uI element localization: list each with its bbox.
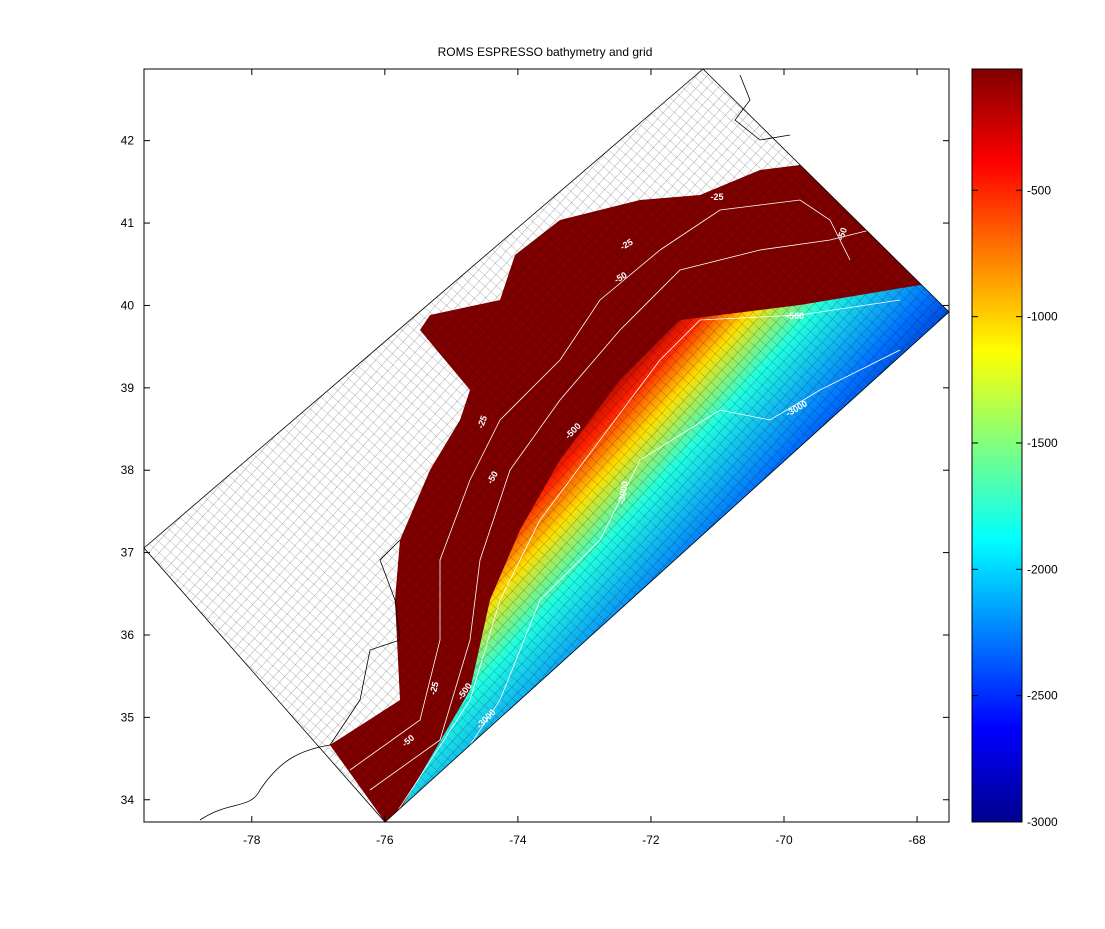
y-tick-label: 37 — [121, 546, 135, 560]
y-tick-label: 34 — [121, 793, 135, 807]
y-tick-label: 42 — [121, 134, 135, 148]
y-tick-label: 35 — [121, 710, 135, 724]
colorbar — [971, 68, 1023, 823]
colorbar-tick-label: -3000 — [1027, 815, 1058, 829]
contour-label: -25 — [710, 192, 723, 202]
x-tick-label: -74 — [509, 833, 527, 847]
contour-label: -25 — [475, 414, 489, 430]
colorbar-tick-label: -2500 — [1027, 689, 1058, 703]
y-tick-label: 38 — [121, 463, 135, 477]
colorbar-tick-label: -1500 — [1027, 436, 1058, 450]
colorbar-tick-label: -500 — [1027, 183, 1051, 197]
contour-label: -500 — [786, 311, 804, 321]
y-tick-label: 41 — [121, 216, 135, 230]
x-tick-label: -76 — [376, 833, 394, 847]
contour-label: -3000 — [616, 480, 630, 504]
x-tick-label: -68 — [908, 833, 926, 847]
x-tick-label: -78 — [243, 833, 261, 847]
contour-label: -50 — [835, 226, 849, 242]
y-tick-label: 39 — [121, 381, 135, 395]
colorbar-tick-label: -2000 — [1027, 562, 1058, 576]
y-tick-label: 36 — [121, 628, 135, 642]
x-tick-label: -70 — [775, 833, 793, 847]
coastline — [199, 74, 791, 821]
contour-label: -25 — [428, 681, 441, 696]
x-tick-label: -72 — [642, 833, 660, 847]
y-tick-label: 40 — [121, 298, 135, 312]
chart-title: ROMS ESPRESSO bathymetry and grid — [438, 45, 653, 59]
colorbar-tick-label: -1000 — [1027, 310, 1058, 324]
